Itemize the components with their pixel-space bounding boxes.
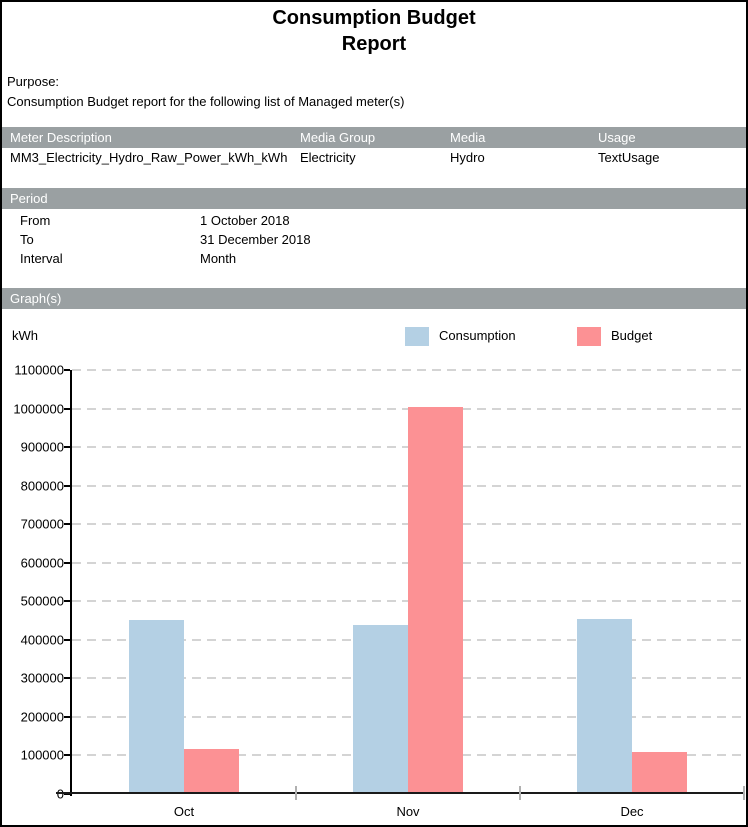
period-interval-label: Interval <box>20 251 63 266</box>
category-boundary-tick-2 <box>519 786 521 800</box>
chart-header: kWh Consumption Budget <box>2 324 746 350</box>
y-tick-label-100000: 100000 <box>20 747 64 763</box>
bar-consumption-nov <box>353 625 408 792</box>
consumption-legend-label: Consumption <box>439 328 516 343</box>
y-tick-label-800000: 800000 <box>20 478 64 494</box>
bar-budget-dec <box>632 752 687 792</box>
x-tick-label-nov: Nov <box>396 804 420 819</box>
bar-budget-oct <box>184 749 239 792</box>
col-header-media-group: Media Group <box>300 130 376 145</box>
page-title: Consumption Budget Report <box>2 5 746 57</box>
y-axis-line <box>70 370 72 796</box>
cell-usage: TextUsage <box>598 150 660 165</box>
y-tick-label-300000: 300000 <box>20 670 64 686</box>
bar-budget-nov <box>408 406 463 792</box>
y-axis-tick-200000 <box>64 715 70 718</box>
y-tick-label-1100000: 1100000 <box>14 362 64 378</box>
period-row-from: From 1 October 2018 <box>2 213 746 231</box>
meter-table-header: Meter Description Media Group Media Usag… <box>2 127 746 148</box>
y-axis-tick-1100000 <box>64 369 70 371</box>
y-axis-tick-700000 <box>64 523 70 526</box>
y-axis-tick-600000 <box>64 561 70 564</box>
period-from-label: From <box>20 213 51 228</box>
y-axis-tick-300000 <box>64 677 70 680</box>
y-axis-tick-800000 <box>64 484 70 487</box>
y-axis-tick-400000 <box>64 638 70 641</box>
x-tick-label-oct: Oct <box>173 804 195 819</box>
y-tick-label-500000: 500000 <box>20 593 64 609</box>
purpose-label: Purpose: <box>7 74 60 89</box>
x-axis-line <box>56 792 744 794</box>
x-tick-label-dec: Dec <box>620 804 644 819</box>
period-interval-value: Month <box>200 251 237 266</box>
page-title-line1: Consumption Budget <box>272 7 476 29</box>
category-boundary-tick-1 <box>295 786 297 800</box>
y-axis-tick-1000000 <box>64 407 70 410</box>
cell-media: Hydro <box>450 150 485 165</box>
cell-meter-description: MM3_Electricity_Hydro_Raw_Power_kWh_kWh <box>10 150 288 165</box>
chart-plot-area: 0 100000 200000 300000 400000 500000 600000 700… <box>13 363 745 819</box>
y-tick-label-200000: 200000 <box>20 709 64 725</box>
y-axis-tick-500000 <box>64 600 70 603</box>
y-axis-tick-900000 <box>64 446 70 449</box>
period-to-value: 31 December 2018 <box>200 232 311 247</box>
period-from-value: 1 October 2018 <box>200 213 290 228</box>
bar-consumption-dec <box>577 619 632 792</box>
y-tick-label-400000: 400000 <box>20 632 64 648</box>
period-section-header: Period <box>2 188 746 209</box>
period-row-to: To 31 December 2018 <box>2 232 746 250</box>
category-boundary-tick-3 <box>743 786 745 800</box>
bar-consumption-oct <box>129 620 184 792</box>
period-row-interval: Interval Month <box>2 251 746 269</box>
y-unit-label: kWh <box>12 328 38 343</box>
page-title-line2: Report <box>341 33 407 55</box>
budget-legend-swatch <box>577 327 601 346</box>
y-tick-label-0: 0 <box>56 786 64 802</box>
col-header-media: Media <box>450 130 486 145</box>
col-header-meter-description: Meter Description <box>10 130 112 145</box>
y-axis-tick-0 <box>64 793 70 795</box>
consumption-legend-swatch <box>405 327 429 346</box>
col-header-usage: Usage <box>598 130 636 145</box>
y-tick-label-1000000: 1000000 <box>13 401 64 417</box>
period-to-label: To <box>20 232 34 247</box>
bar-chart: 0 100000 200000 300000 400000 500000 600000 700… <box>2 360 746 822</box>
budget-legend-label: Budget <box>611 328 653 343</box>
y-axis-tick-100000 <box>64 754 70 757</box>
y-tick-label-600000: 600000 <box>20 555 64 571</box>
y-tick-label-900000: 900000 <box>20 439 64 455</box>
y-tick-label-700000: 700000 <box>20 516 64 532</box>
table-row: MM3_Electricity_Hydro_Raw_Power_kWh_kWh … <box>2 150 746 168</box>
cell-media-group: Electricity <box>300 150 356 165</box>
gridline-1100000 <box>72 369 744 371</box>
graphs-section-header: Graph(s) <box>2 288 746 309</box>
purpose-text: Consumption Budget report for the follow… <box>7 94 405 109</box>
